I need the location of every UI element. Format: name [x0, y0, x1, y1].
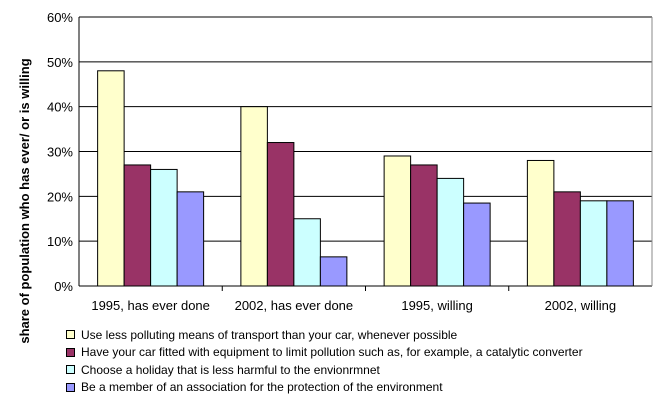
bar-2-2	[266, 142, 295, 287]
x-tick-labels: 1995, has ever done 2002, has ever done 19…	[91, 298, 616, 313]
legend-item: Use less polluting means of transport th…	[66, 326, 583, 344]
legend-item: Choose a holiday that is less harmful to…	[66, 361, 583, 379]
legend-swatch	[66, 330, 75, 340]
bar-1-4	[526, 159, 555, 287]
y-tick-label: 0%	[54, 279, 73, 294]
legend-item: Be a member of an association for the pr…	[66, 379, 583, 397]
bar-3-2	[293, 218, 321, 287]
y-tick-label: 60%	[47, 10, 73, 25]
y-tick-label: 50%	[47, 55, 73, 70]
bar-3-3	[436, 177, 465, 287]
y-axis-label: share of population who has ever/ or is …	[17, 58, 32, 343]
y-tick-label: 40%	[47, 100, 73, 115]
bar-2-3	[410, 164, 438, 287]
bar-4-3	[463, 202, 491, 287]
axes	[78, 17, 653, 291]
x-tick-label: 1995, has ever done	[91, 298, 210, 313]
legend-swatch	[66, 347, 75, 357]
bar-2-1	[123, 164, 152, 287]
bar-1-2	[240, 106, 268, 287]
bar-3-4	[579, 200, 608, 287]
legend-label: Be a member of an association for the pr…	[81, 380, 443, 395]
legend-swatch	[66, 382, 75, 392]
legend-label: Choose a holiday that is less harmful to…	[81, 362, 380, 377]
bar-1-1	[97, 70, 125, 287]
x-tick-label: 2002, willing	[545, 298, 617, 313]
x-tick-label: 2002, has ever done	[235, 298, 354, 313]
y-tick-labels: 0% 10% 20% 30% 40% 50% 60%	[47, 10, 73, 294]
bars	[97, 70, 634, 287]
legend-swatch	[66, 365, 75, 375]
bar-3-1	[150, 168, 178, 287]
legend-label: Have your car fitted with equipment to l…	[81, 345, 583, 360]
bar-4-4	[606, 200, 634, 287]
legend-item: Have your car fitted with equipment to l…	[66, 344, 583, 362]
bar-2-4	[553, 191, 581, 287]
bar-4-2	[319, 256, 348, 287]
legend-label: Use less polluting means of transport th…	[81, 327, 458, 342]
y-tick-label: 10%	[47, 234, 73, 249]
y-tick-label: 30%	[47, 145, 73, 160]
bar-4-1	[176, 191, 205, 287]
x-tick-label: 1995, willing	[401, 298, 473, 313]
legend: Use less polluting means of transport th…	[66, 326, 583, 396]
y-tick-label: 20%	[47, 189, 73, 204]
bar-1-3	[383, 155, 412, 287]
